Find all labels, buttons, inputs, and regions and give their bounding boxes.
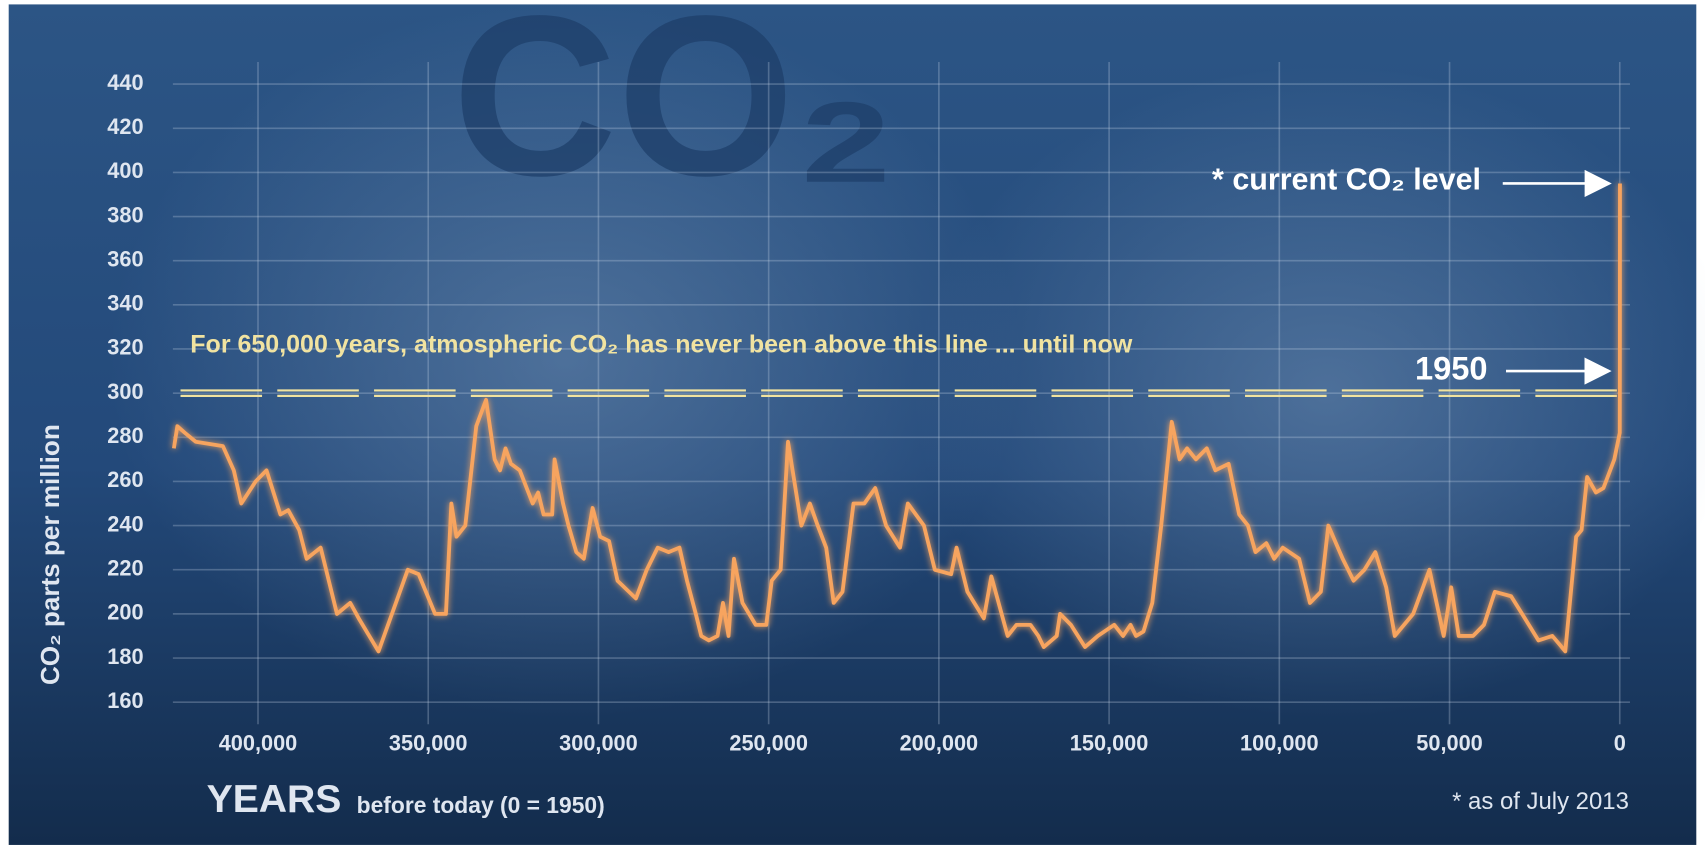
footnote: * as of July 2013 [1452,788,1629,815]
co2-line [171,183,1622,654]
watermark: CO₂ [452,0,896,224]
y-tick-label: 160 [107,688,143,713]
x-tick-label: 250,000 [729,731,808,756]
y-tick-label: 380 [107,202,143,227]
y-tick-label: 340 [107,291,143,316]
x-tick-label: 100,000 [1240,731,1319,756]
x-axis-label: YEARS [207,778,342,821]
x-tick-label: 350,000 [389,731,468,756]
y-tick-label: 440 [107,70,143,95]
y-tick-label: 180 [107,644,143,669]
x-tick-label: 400,000 [219,731,298,756]
annotation: For 650,000 years, atmospheric CO₂ has n… [190,330,1133,358]
iceberg-shade [108,0,1023,718]
x-axis-sublabel: before today (0 = 1950) [357,792,605,818]
y-tick-label: 360 [107,246,143,271]
x-tick-label: 150,000 [1070,731,1149,756]
y-axis-label: CO₂ parts per million [35,424,65,685]
y-tick-label: 220 [107,555,143,580]
x-tick-label: 50,000 [1416,731,1482,756]
y-tick-label: 400 [107,158,143,183]
x-tick-label: 0 [1614,731,1626,756]
y-tick-label: 300 [107,379,143,404]
y-tick-label: 240 [107,511,143,536]
x-tick-label: 200,000 [900,731,979,756]
current-level-label: * current CO₂ level [1212,162,1481,196]
year-label: 1950 [1415,350,1488,387]
x-tick-label: 300,000 [559,731,638,756]
y-tick-label: 200 [107,600,143,625]
y-tick-label: 420 [107,114,143,139]
y-tick-label: 280 [107,423,143,448]
y-tick-label: 320 [107,335,143,360]
y-tick-label: 260 [107,467,143,492]
